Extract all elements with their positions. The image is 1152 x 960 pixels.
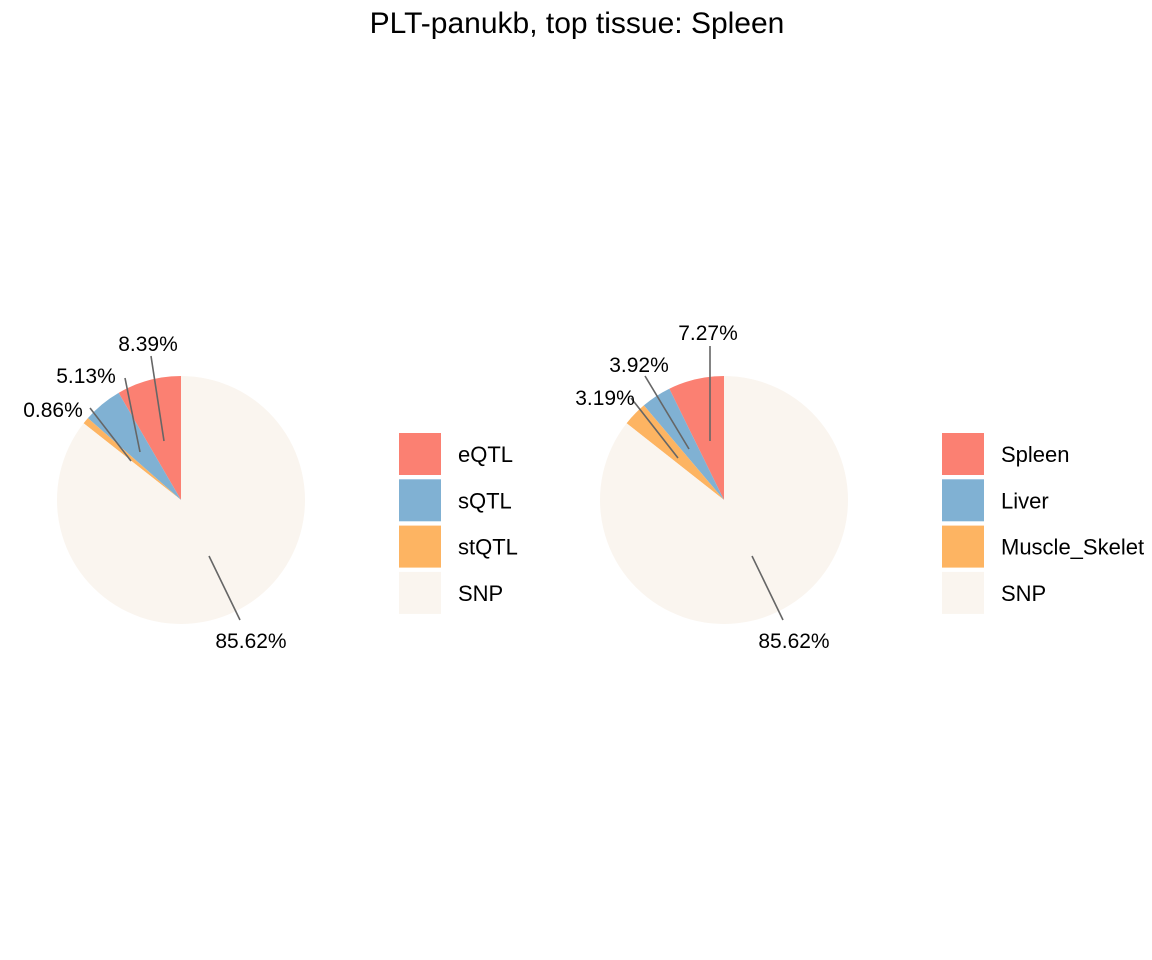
- leader-line-muscle-skelet: [630, 397, 679, 459]
- legend-label-stqtl: stQTL: [458, 535, 518, 560]
- pie-chart-2: 7.27% 3.92% 3.19% 85.62%: [575, 322, 849, 653]
- legend-key-snp: [942, 571, 984, 614]
- percent-label-liver: 3.92%: [609, 354, 669, 377]
- pie-slice-sqtl: [87, 392, 181, 500]
- legend-key-eqtl: [399, 433, 441, 475]
- percent-label-snp: 85.62%: [215, 630, 286, 653]
- legend-label-sqtl: sQTL: [458, 488, 512, 513]
- legend-label-liver: Liver: [1001, 488, 1049, 513]
- leader-line-snp: [208, 555, 241, 621]
- leader-line-snp: [751, 555, 784, 621]
- percent-label-snp: 85.62%: [758, 630, 829, 653]
- figure-title: PLT-panukb, top tissue: Spleen: [370, 7, 785, 40]
- pie-slice-liver: [643, 388, 724, 500]
- leader-line-stqtl: [89, 407, 132, 462]
- leader-line-liver: [644, 375, 690, 450]
- pie-slice-stqtl: [83, 418, 181, 500]
- leader-line-eqtl: [150, 355, 165, 442]
- legend-key-sqtl: [399, 479, 441, 522]
- legend-key-muscle-skelet: [942, 525, 984, 568]
- legend-key-spleen: [942, 433, 984, 475]
- legend-label-muscle-skelet: Muscle_Skelet: [1001, 535, 1144, 560]
- pie-slice-muscle-skelet: [626, 405, 724, 500]
- legend-label-spleen: Spleen: [1001, 442, 1070, 467]
- percent-label-stqtl: 0.86%: [23, 399, 83, 422]
- legend-key-stqtl: [399, 525, 441, 568]
- pie-slice-eqtl: [118, 376, 181, 500]
- pie-slice-snp: [57, 376, 306, 624]
- percent-label-sqtl: 5.13%: [56, 365, 116, 388]
- legend-key-snp: [399, 571, 441, 614]
- legend-label-snp: SNP: [458, 581, 503, 606]
- legend-key-liver: [942, 479, 984, 522]
- leader-line-sqtl: [124, 377, 141, 453]
- legend-label-snp: SNP: [1001, 581, 1046, 606]
- pie-slice-snp: [600, 376, 849, 624]
- legend-1: eQTL sQTL stQTL SNP: [399, 433, 518, 614]
- legend-label-eqtl: eQTL: [458, 442, 513, 467]
- legend-2: Spleen Liver Muscle_Skelet SNP: [942, 433, 1144, 614]
- pie-chart-1: 8.39%5.13% 0.86% 85.62%: [23, 333, 306, 653]
- percent-label-eqtl: 8.39%: [118, 333, 178, 356]
- percent-label-muscle-skelet: 3.19%: [575, 387, 635, 410]
- percent-label-spleen: 7.27%: [678, 322, 738, 345]
